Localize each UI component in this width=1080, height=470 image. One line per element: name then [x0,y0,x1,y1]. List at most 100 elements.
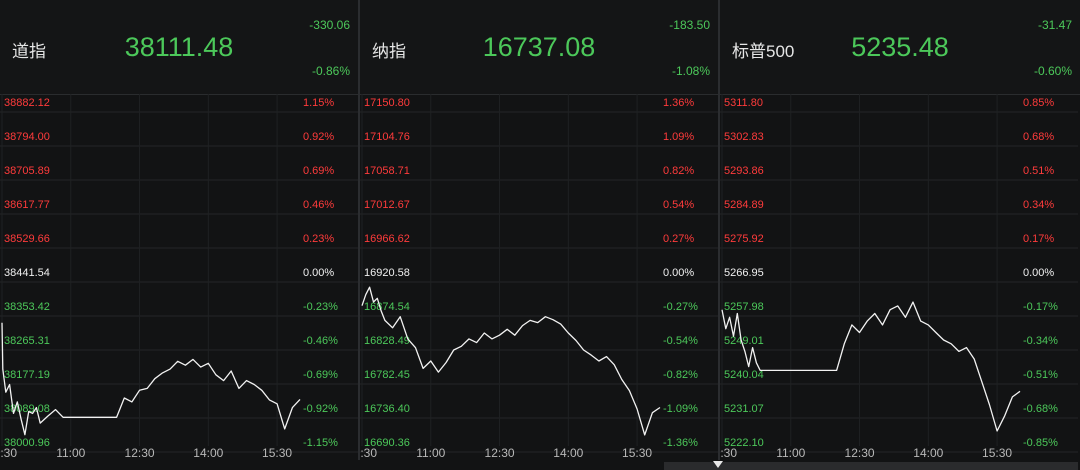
price-tick-label: 38353.42 [4,301,50,313]
pct-tick-label: -0.69% [303,369,338,381]
pct-tick-label: -1.09% [663,403,698,415]
index-change-pct: -0.60% [1033,64,1072,78]
panel-dow[interactable]: 道指 38111.48 -330.06 -0.86% 38882.12 1.15%… [0,0,358,470]
pct-tick-label: -0.23% [303,301,338,313]
pct-tick-label: -0.27% [663,301,698,313]
price-tick-label: 38617.77 [4,199,50,211]
pct-tick-label: 0.17% [1023,233,1054,245]
price-tick-label: 5257.98 [724,301,764,313]
pct-tick-label: -0.54% [663,335,698,347]
pct-tick-label: 0.00% [1023,267,1054,279]
price-tick-label: 5249.01 [724,335,764,347]
header-nasdaq: 纳指 16737.08 -183.50 -1.08% [360,0,718,95]
index-price: 38111.48 [124,32,234,62]
expand-arrow-icon[interactable] [713,461,723,468]
price-tick-label: 16874.54 [364,301,410,313]
pct-tick-label: 0.00% [303,267,334,279]
price-tick-label: 38265.31 [4,335,50,347]
pct-tick-label: 0.23% [303,233,334,245]
index-change-pct: -1.08% [671,64,710,78]
price-tick-label: 16920.58 [364,267,410,279]
index-change: -330.06 [309,18,350,32]
time-tick-label: 12:30 [125,446,155,460]
index-name: 标普500 [732,42,795,61]
price-tick-label: 17012.67 [364,199,410,211]
pct-tick-label: -0.82% [663,369,698,381]
pct-tick-label: 0.92% [303,131,334,143]
time-tick-label: 12:30 [485,446,515,460]
price-tick-label: 38000.96 [4,437,50,449]
price-tick-label: 17150.80 [364,97,410,109]
price-tick-label: 38089.08 [4,403,50,415]
pct-tick-label: -0.51% [1023,369,1058,381]
price-tick-label: 16736.40 [364,403,410,415]
pct-tick-label: 0.34% [1023,199,1054,211]
pct-tick-label: 0.54% [663,199,694,211]
chart-sp500[interactable]: 5311.80 0.85% 5302.83 0.68% 5293.86 0.51% 5284… [720,94,1078,460]
price-line [1,322,301,436]
index-price: 16737.08 [482,32,596,62]
panel-nasdaq[interactable]: 纳指 16737.08 -183.50 -1.08% 17150.80 1.36%… [360,0,718,470]
price-tick-label: 17058.71 [364,165,410,177]
pct-tick-label: 0.69% [303,165,334,177]
pct-tick-label: 0.00% [663,267,694,279]
pct-tick-label: -0.68% [1023,403,1058,415]
pct-tick-label: -0.17% [1023,301,1058,313]
pct-tick-label: 0.85% [1023,97,1054,109]
price-tick-label: 5266.95 [724,267,764,279]
price-tick-label: 38529.66 [4,233,50,245]
pct-tick-label: 0.68% [1023,131,1054,143]
divider [718,0,720,460]
price-tick-label: 5275.92 [724,233,764,245]
time-tick-label: 11:00 [56,446,85,460]
pct-tick-label: 1.09% [663,131,694,143]
chart-dow[interactable]: 38882.12 1.15% 38794.00 0.92% 38705.89 0.69% 3… [0,94,358,460]
price-tick-label: 16782.45 [364,369,410,381]
pct-tick-label: 0.82% [663,165,694,177]
price-tick-label: 5302.83 [724,131,764,143]
bottom-tab[interactable] [664,462,1078,470]
time-tick-label: 09:30 [360,446,377,460]
divider [358,0,360,460]
price-tick-label: 5222.10 [724,437,764,449]
pct-tick-label: -0.92% [303,403,338,415]
time-tick-label: 14:00 [553,446,583,460]
price-tick-label: 38441.54 [4,267,50,279]
time-tick-label: 12:30 [845,446,875,460]
pct-tick-label: 1.15% [303,97,334,109]
time-tick-label: 14:00 [193,446,223,460]
price-tick-label: 16966.62 [364,233,410,245]
time-tick-label: 09:30 [720,446,737,460]
pct-tick-label: -1.15% [303,437,338,449]
chart-nasdaq[interactable]: 17150.80 1.36% 17104.76 1.09% 17058.71 0.82% 1… [360,94,718,460]
time-tick-label: 14:00 [913,446,943,460]
price-tick-label: 5293.86 [724,165,764,177]
time-tick-label: 15:30 [982,446,1012,460]
price-line [361,286,661,436]
panel-sp500[interactable]: 标普500 5235.48 -31.47 -0.60% 5311.80 0.85%… [720,0,1080,470]
price-tick-label: 38705.89 [4,165,50,177]
price-tick-label: 5311.80 [724,97,763,109]
header-dow: 道指 38111.48 -330.06 -0.86% [0,0,358,95]
pct-tick-label: 1.36% [663,97,694,109]
time-tick-label: 15:30 [262,446,292,460]
pct-tick-label: -0.46% [303,335,338,347]
pct-tick-label: -0.34% [1023,335,1058,347]
price-tick-label: 5284.89 [724,199,764,211]
index-name: 纳指 [372,42,406,61]
time-tick-label: 11:00 [416,446,445,460]
price-tick-label: 16690.36 [364,437,410,449]
index-change-pct: -0.86% [311,64,350,78]
time-tick-label: 11:00 [776,446,805,460]
index-price: 5235.48 [851,32,949,62]
index-change: -31.47 [1037,18,1072,32]
price-tick-label: 38177.19 [4,369,50,381]
price-tick-label: 17104.76 [364,131,410,143]
pct-tick-label: 0.51% [1023,165,1054,177]
pct-tick-label: -0.85% [1023,437,1058,449]
price-tick-label: 38794.00 [4,131,50,143]
price-tick-label: 5240.04 [724,369,764,381]
price-line [721,301,1021,432]
header-sp500: 标普500 5235.48 -31.47 -0.60% [720,0,1080,95]
price-tick-label: 16828.49 [364,335,410,347]
